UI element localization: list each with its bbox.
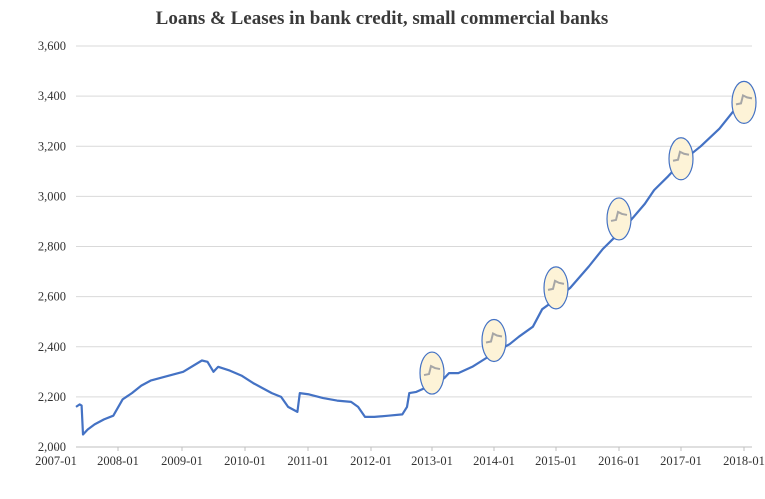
x-tick-label: 2016-01	[598, 454, 640, 468]
chart-title: Loans & Leases in bank credit, small com…	[156, 8, 609, 29]
grid-lines	[76, 45, 752, 448]
y-tick-label: 3,600	[38, 39, 66, 53]
x-tick-label: 2007-01	[35, 454, 77, 468]
y-tick-label: 3,400	[38, 89, 66, 103]
highlight-segment	[547, 279, 565, 291]
series-line	[75, 100, 744, 436]
y-tick-label: 2,000	[38, 440, 66, 454]
highlight-ellipse	[543, 266, 569, 310]
x-tick-label: 2009-01	[161, 454, 203, 468]
highlight-segment	[672, 150, 690, 162]
series-layer	[75, 100, 744, 436]
y-tick-label: 2,600	[38, 290, 66, 304]
x-tick-label: 2008-01	[97, 454, 139, 468]
highlight-ellipse	[731, 80, 757, 124]
x-tick-label: 2018-01	[723, 454, 765, 468]
x-axis: 2007-01 2008-01 2009-01 2010-01 2011-01 2012-…	[35, 446, 765, 468]
y-tick-label: 2,800	[38, 240, 66, 254]
y-tick-label: 2,200	[38, 390, 66, 404]
x-tick-label: 2014-01	[473, 454, 515, 468]
x-tick-label: 2011-01	[287, 454, 328, 468]
y-axis: 2,000 2,200 2,400 2,600 2,800 3,000 3,200 3,400…	[38, 39, 66, 454]
highlight-ellipse	[668, 137, 694, 181]
highlight-ellipse	[419, 351, 445, 395]
y-tick-label: 2,400	[38, 340, 66, 354]
highlight-segment	[735, 93, 753, 106]
highlight-segment	[485, 332, 503, 344]
y-tick-label: 3,000	[38, 189, 66, 203]
x-tick-label: 2010-01	[224, 454, 266, 468]
x-tick-label: 2015-01	[535, 454, 577, 468]
highlight-ellipse	[481, 318, 507, 363]
annotation-layer	[419, 80, 757, 395]
highlight-segment	[423, 364, 441, 377]
x-tick-label: 2013-01	[411, 454, 453, 468]
y-tick-label: 3,200	[38, 139, 66, 153]
x-tick-label: 2012-01	[350, 454, 392, 468]
highlight-segment	[610, 210, 628, 222]
x-tick-label: 2017-01	[660, 454, 702, 468]
highlight-ellipse	[606, 197, 632, 241]
